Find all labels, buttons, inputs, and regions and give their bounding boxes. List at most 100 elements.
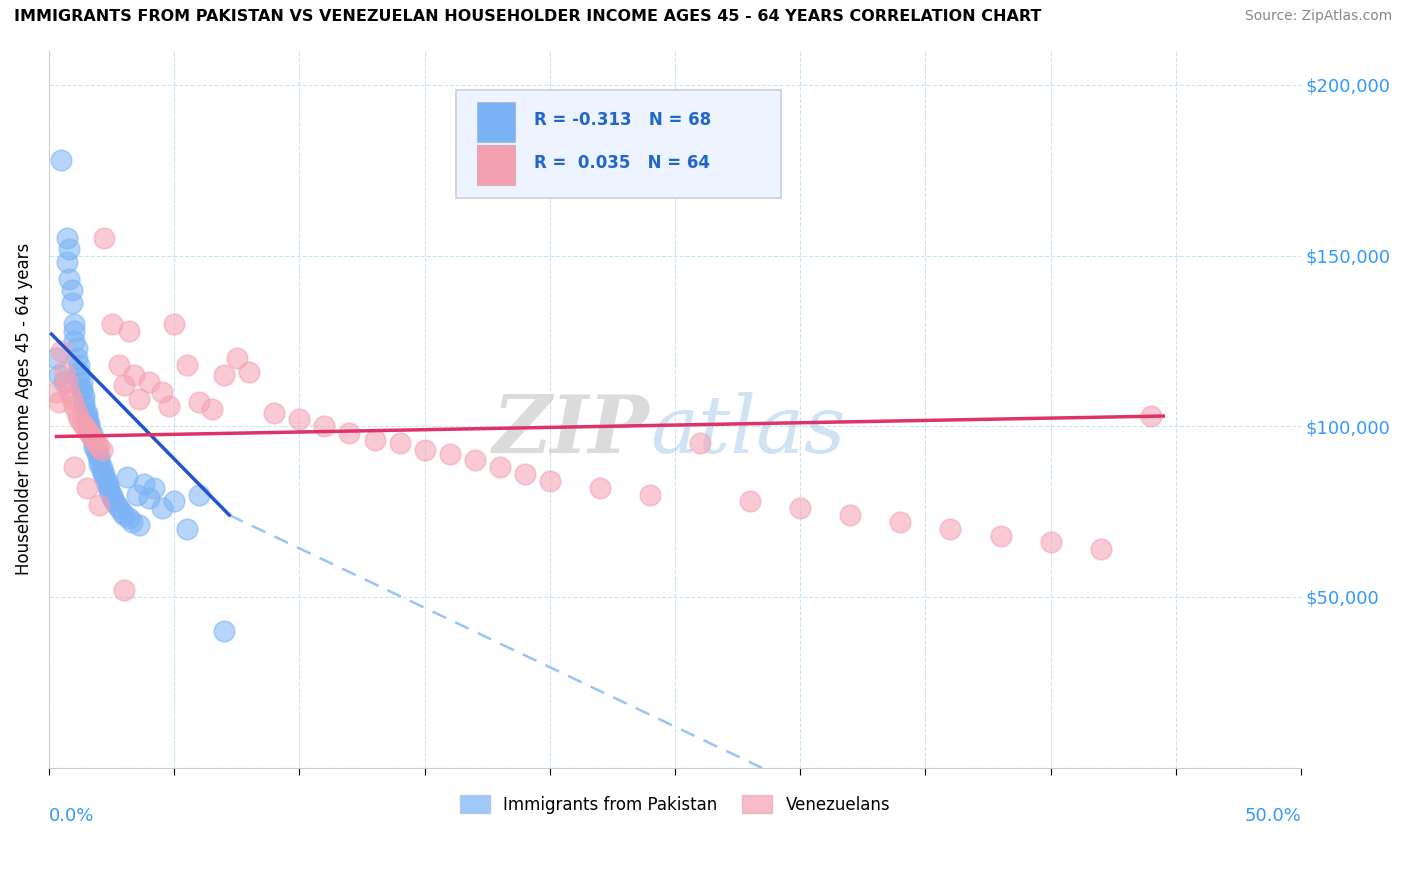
Point: [51, 153, 73, 167]
Point: [98, 484, 121, 499]
Point: [87, 450, 110, 464]
Point: [77, 416, 100, 430]
Point: [83, 440, 105, 454]
Text: atlas: atlas: [650, 392, 845, 469]
Point: [314, 419, 336, 434]
Point: [214, 368, 236, 382]
Point: [63, 460, 86, 475]
Point: [80, 429, 103, 443]
Point: [87, 440, 110, 454]
Point: [90, 443, 112, 458]
Point: [48, 395, 70, 409]
Point: [143, 481, 166, 495]
Point: [150, 501, 173, 516]
Point: [288, 412, 311, 426]
Point: [65, 341, 87, 355]
Text: 50.0%: 50.0%: [1244, 807, 1301, 825]
Point: [63, 399, 86, 413]
Point: [58, 242, 80, 256]
Point: [513, 467, 536, 481]
Point: [96, 477, 118, 491]
Point: [90, 460, 112, 475]
Y-axis label: Householder Income Ages 45 - 64 years: Householder Income Ages 45 - 64 years: [15, 243, 32, 575]
Point: [60, 296, 83, 310]
Point: [70, 416, 93, 430]
Point: [128, 518, 150, 533]
Point: [70, 375, 93, 389]
Point: [125, 487, 148, 501]
Point: [58, 385, 80, 400]
Point: [413, 443, 436, 458]
Point: [70, 385, 93, 400]
Text: R = -0.313   N = 68: R = -0.313 N = 68: [533, 112, 710, 129]
Point: [110, 505, 132, 519]
Point: [238, 365, 260, 379]
Point: [83, 433, 105, 447]
Point: [67, 371, 90, 385]
Point: [176, 522, 198, 536]
Point: [80, 429, 103, 443]
Point: [839, 508, 862, 522]
Point: [789, 501, 811, 516]
Point: [73, 388, 96, 402]
Point: [53, 375, 76, 389]
Point: [90, 464, 112, 478]
Point: [163, 317, 186, 331]
Point: [55, 375, 77, 389]
Point: [87, 498, 110, 512]
Point: [58, 272, 80, 286]
Point: [60, 392, 83, 406]
Point: [176, 358, 198, 372]
Point: [87, 453, 110, 467]
Point: [689, 436, 711, 450]
Point: [115, 470, 138, 484]
Text: IMMIGRANTS FROM PAKISTAN VS VENEZUELAN HOUSEHOLDER INCOME AGES 45 - 64 YEARS COR: IMMIGRANTS FROM PAKISTAN VS VENEZUELAN H…: [14, 9, 1042, 24]
Point: [63, 334, 86, 348]
Point: [638, 487, 661, 501]
Point: [93, 231, 115, 245]
Point: [77, 423, 100, 437]
Point: [55, 231, 77, 245]
Point: [98, 481, 121, 495]
Point: [138, 491, 160, 505]
Text: Source: ZipAtlas.com: Source: ZipAtlas.com: [1244, 9, 1392, 23]
Text: R =  0.035   N = 64: R = 0.035 N = 64: [533, 154, 710, 172]
Point: [55, 255, 77, 269]
Point: [112, 508, 135, 522]
Point: [45, 351, 67, 365]
Point: [121, 515, 143, 529]
Point: [73, 399, 96, 413]
Point: [76, 481, 98, 495]
Point: [60, 283, 83, 297]
Point: [51, 344, 73, 359]
Point: [122, 368, 145, 382]
Point: [67, 358, 90, 372]
Point: [53, 365, 76, 379]
Point: [108, 501, 131, 516]
Point: [263, 406, 285, 420]
Point: [538, 474, 561, 488]
Point: [889, 515, 911, 529]
Text: 0.0%: 0.0%: [49, 807, 94, 825]
Point: [464, 453, 486, 467]
Point: [112, 378, 135, 392]
Legend: Immigrants from Pakistan, Venezuelans: Immigrants from Pakistan, Venezuelans: [453, 789, 897, 821]
Text: ZIP: ZIP: [494, 392, 650, 469]
Point: [100, 487, 122, 501]
Point: [118, 511, 141, 525]
Point: [1090, 542, 1112, 557]
Point: [67, 412, 90, 426]
Point: [65, 351, 87, 365]
Point: [86, 443, 108, 458]
Point: [100, 317, 122, 331]
Point: [100, 491, 122, 505]
Point: [157, 399, 180, 413]
Point: [939, 522, 962, 536]
Point: [439, 446, 461, 460]
Point: [188, 487, 211, 501]
Point: [108, 358, 131, 372]
Point: [73, 419, 96, 434]
Point: [128, 392, 150, 406]
Point: [93, 467, 115, 481]
Point: [112, 583, 135, 598]
